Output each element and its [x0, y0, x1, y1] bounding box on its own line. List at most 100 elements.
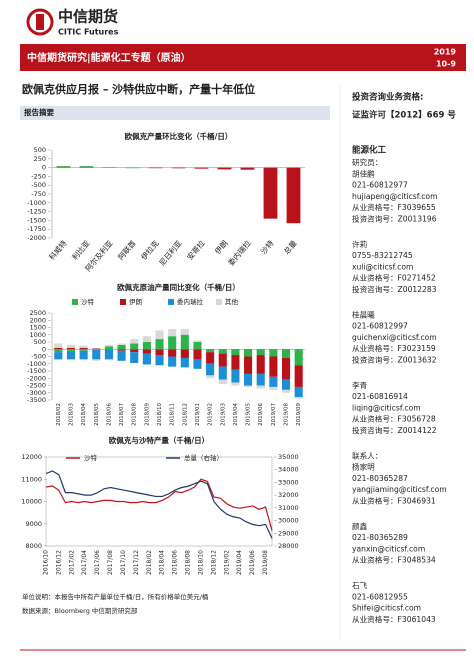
bar-segment: [206, 363, 215, 376]
x-tick-label: 科威特: [46, 238, 68, 262]
contact-line: 从业资格号：F3048534: [352, 555, 436, 565]
contact-line: guichenxi@citicsf.com: [352, 333, 437, 342]
legend-swatch: [168, 299, 174, 305]
bar-segment: [244, 349, 253, 357]
bar-segment: [130, 349, 139, 353]
y-tick-label: 12000: [21, 453, 42, 461]
legend-label: 其他: [225, 297, 239, 306]
bar-segment: [130, 352, 139, 364]
banner: [20, 44, 466, 71]
x-tick-label: 委内瑞拉: [226, 238, 253, 268]
x-tick-label: 总量: [281, 238, 299, 256]
y-tick-label: -1500: [27, 216, 46, 224]
chart-title: 欧佩克与沙特产量（千桶/日）: [109, 435, 209, 445]
bar-segment: [168, 349, 177, 357]
contacts: 研究员：胡佳鹏 021-60812977 hujiapeng@citicsf.com…: [352, 157, 447, 624]
bar-segment: [155, 339, 164, 350]
bar-segment: [256, 349, 265, 356]
legend-label: 伊朗: [129, 297, 142, 306]
bar-segment: [256, 385, 265, 389]
bar-segment: [180, 334, 189, 350]
x-tick-label: 2018/06: [172, 550, 179, 575]
x-tick-label: 2018/03: [68, 403, 74, 426]
x-tick-label: 2018/08: [132, 403, 138, 426]
contact-line: 石飞: [352, 581, 368, 590]
bar: [286, 167, 301, 224]
license: 证监许可【2012】669 号: [352, 110, 456, 121]
bar-segment: [155, 355, 164, 366]
contact-line: 0755-83212745: [352, 251, 413, 260]
x-tick-label: 2018/06: [106, 403, 112, 426]
bar-segment: [66, 347, 76, 350]
x-tick-label: 2019/06: [249, 550, 256, 575]
legend-label: 沙特: [84, 453, 98, 462]
bar-segment: [92, 349, 101, 350]
contact-line: 颜鑫: [352, 521, 368, 531]
contact-line: yanxin@citicsf.com: [352, 544, 425, 553]
bar: [194, 167, 209, 169]
x-tick-label: 2019/08: [284, 403, 290, 426]
logo-ring: [26, 8, 54, 36]
bar-segment: [206, 375, 215, 379]
bar-segment: [66, 349, 76, 352]
bar-segment: [54, 347, 63, 350]
contact-line: 投资咨询号：Z0013196: [352, 214, 437, 224]
section-bar: [20, 106, 330, 120]
bar-segment: [104, 349, 113, 360]
bar-segment: [281, 349, 291, 358]
bar: [240, 167, 255, 170]
x-tick-label: 2019/05: [246, 403, 252, 426]
contact-line: 021-60812997: [352, 322, 408, 331]
contact-line: 李青: [352, 380, 368, 390]
bar-segment: [256, 373, 265, 386]
bar-segment: [117, 350, 126, 361]
report-date: 10-9: [436, 60, 456, 69]
x-tick-label: 2018/09: [144, 403, 150, 426]
bar-segment: [142, 349, 151, 354]
x-tick-label: 2016/12: [55, 550, 62, 575]
y-tick-label: 9000: [25, 520, 42, 528]
contact-line: 投资咨询号：Z0013632: [352, 355, 437, 365]
bar-segment: [79, 345, 88, 348]
y-tick-label: 0: [42, 345, 46, 353]
y-tick-label: 0: [42, 164, 46, 172]
bar-segment: [231, 382, 240, 386]
bar-segment: [231, 349, 240, 356]
bar-segment: [117, 344, 126, 350]
bar-segment: [92, 359, 101, 361]
bar-segment: [218, 349, 227, 354]
x-tick-label: 2019/08: [262, 550, 269, 575]
y-tick-label: -3500: [27, 396, 46, 404]
bar: [263, 167, 278, 219]
contact-line: 从业资格号：F3023159: [352, 343, 436, 353]
x-tick-label: 2018/12: [182, 403, 188, 426]
y-tick-label: 8000: [25, 542, 42, 550]
y-tick-label: -500: [31, 181, 46, 189]
y-tick-label: 30000: [278, 517, 299, 525]
legend-label: 总量（右轴）: [184, 453, 223, 462]
x-tick-label: 2018/08: [185, 550, 192, 575]
bar-segment: [294, 386, 303, 398]
chart-mom: 欧佩克产量环比变化（千桶/日）5002500-250-500-750-1000-…: [27, 131, 305, 273]
bar-segment: [218, 366, 227, 380]
contact-line: 投资咨询号：Z0012283: [352, 284, 437, 294]
logo: 中信期货 CITIC Futures: [26, 8, 119, 37]
y-tick-label: -250: [31, 172, 46, 180]
contact-line: 021-60816914: [352, 392, 408, 401]
chart-lines: 欧佩克与沙特产量（千桶/日） 12000 11000 10000 9000 8000 350…: [21, 435, 298, 575]
bar: [217, 167, 232, 170]
y-tick-label: -1250: [27, 208, 46, 216]
chart-yoy: 欧佩克原油产量同比变化（千桶/日） 25002000150010005000-50…: [27, 282, 305, 426]
x-tick-label: 2018/11: [170, 403, 176, 426]
legend-swatch: [216, 299, 222, 305]
bar-segment: [92, 349, 101, 360]
bar-segment: [104, 344, 113, 347]
contact-line: 胡佳鹏: [352, 168, 375, 178]
contact-line: 从业资格号：F3046931: [352, 496, 436, 506]
contact-line: 杨家明: [352, 462, 375, 472]
note-source: 数据来源：Bloomberg 中信期货研究部: [22, 606, 138, 615]
x-tick-label: 2017/06: [94, 550, 101, 575]
bar-segment: [294, 397, 303, 399]
line-series: [45, 478, 273, 531]
